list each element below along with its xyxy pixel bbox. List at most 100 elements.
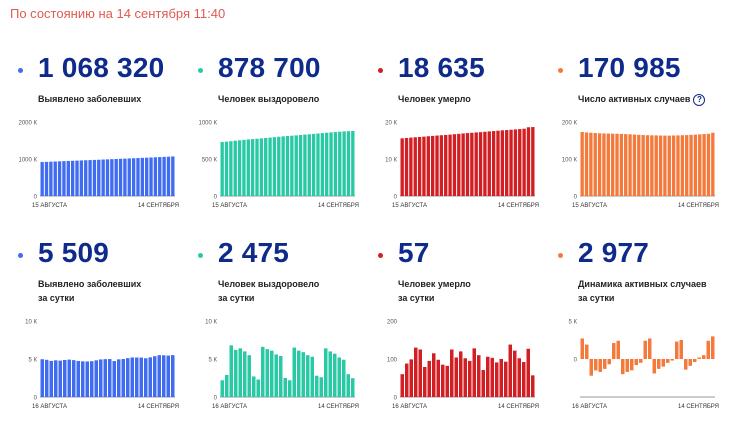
y-tick-label: 5 К <box>209 358 218 364</box>
bar <box>328 351 332 397</box>
y-tick-label: 5 К <box>569 320 578 326</box>
bar <box>661 359 665 367</box>
bar <box>307 134 311 196</box>
bar <box>153 356 157 397</box>
bar <box>680 135 685 196</box>
stat-card-active-cases: 170 985 Число активных случаев? 0 100 К 200 … <box>558 50 730 240</box>
chart-active-cases: 0 100 К 200 К 15 АВГУСТА 14 СЕНТЯБРЯ <box>562 121 719 210</box>
bar <box>63 359 67 397</box>
bar <box>338 131 342 196</box>
bar <box>70 160 75 196</box>
stat-label: Выявлено заболевших за сутки <box>38 277 141 305</box>
y-tick-label: 500 К <box>202 158 218 164</box>
bar <box>261 346 265 397</box>
chart-daily-cases: 0 5 К 10 К 16 АВГУСТА 14 СЕНТЯБРЯ <box>25 320 179 411</box>
bar <box>598 359 602 372</box>
bar <box>101 159 105 196</box>
bar <box>405 363 409 397</box>
bar <box>166 156 171 196</box>
bar <box>580 338 584 359</box>
status-date: По состоянию на 14 сентября 11:40 <box>10 6 226 21</box>
bar <box>634 359 638 366</box>
y-tick-label: 1000 К <box>198 121 217 127</box>
bar <box>162 156 166 196</box>
stat-value: 18 635 <box>398 52 485 83</box>
bar <box>496 130 500 196</box>
y-tick-label: 200 К <box>562 121 578 127</box>
bar <box>465 133 470 196</box>
bar <box>445 365 449 397</box>
stat-label: Динамика активных случаев за сутки <box>578 277 707 305</box>
stat-card-daily-deaths: 57 Человек умерло за сутки 0 100 200 16 АВГУСТ… <box>378 235 560 425</box>
bar <box>139 357 143 397</box>
bar <box>274 354 278 397</box>
bar <box>148 357 152 397</box>
bar <box>149 157 153 196</box>
legend-dot-icon <box>378 253 383 258</box>
bar <box>136 158 140 196</box>
bar <box>593 133 597 196</box>
bar <box>140 157 145 196</box>
bar <box>58 360 62 397</box>
bar <box>57 161 62 196</box>
bar <box>105 159 110 196</box>
bar <box>441 364 445 397</box>
bar <box>711 336 715 359</box>
bar <box>472 348 476 397</box>
y-tick-label: 100 <box>387 358 398 364</box>
bar <box>684 359 688 370</box>
bar <box>439 135 444 196</box>
stat-card-cumulative-deaths: 18 635 Человек умерло 0 10 К 20 К 15 АВГУСТА 1… <box>378 50 560 240</box>
bar <box>131 158 136 196</box>
chart-cumulative-deaths: 0 10 К 20 К 15 АВГУСТА 14 СЕНТЯБРЯ <box>385 121 539 210</box>
stat-label: Число активных случаев? <box>578 92 706 106</box>
bar <box>468 360 472 397</box>
bar <box>97 159 101 196</box>
bar <box>499 359 503 397</box>
bar <box>342 131 346 196</box>
bar <box>486 356 490 397</box>
bar <box>648 338 652 359</box>
bar <box>607 359 611 365</box>
bar <box>103 359 107 397</box>
bar <box>301 352 305 397</box>
stat-value: 1 068 320 <box>38 52 165 83</box>
bar <box>45 359 49 397</box>
bar <box>62 161 66 196</box>
bar <box>513 129 518 196</box>
bar <box>481 370 485 397</box>
bar <box>483 131 487 196</box>
bar <box>418 349 422 397</box>
stat-card-daily-active-change: 2 977 Динамика активных случаев за сутки 0 5… <box>558 235 730 425</box>
bar <box>166 355 170 397</box>
y-tick-label: 0 <box>574 358 578 364</box>
bar <box>54 360 58 397</box>
bar <box>246 139 250 196</box>
bar <box>306 355 310 397</box>
bar <box>430 135 435 196</box>
x-start-label: 15 АВГУСТА <box>392 203 427 209</box>
bar <box>329 132 333 196</box>
y-tick-label: 20 К <box>385 121 397 127</box>
bar <box>422 136 426 196</box>
bar <box>463 358 467 397</box>
bar <box>252 376 256 397</box>
bar <box>237 140 242 196</box>
bar <box>144 358 148 397</box>
bar <box>171 355 175 397</box>
bar <box>294 135 298 196</box>
stat-value: 5 509 <box>38 237 110 268</box>
bar <box>112 361 116 397</box>
bar <box>162 355 166 397</box>
bar <box>413 137 417 196</box>
stat-value: 2 475 <box>218 237 290 268</box>
bar <box>94 360 98 397</box>
question-icon[interactable]: ? <box>693 93 706 106</box>
bar <box>247 355 251 397</box>
x-end-label: 14 СЕНТЯБРЯ <box>138 404 179 410</box>
bar <box>234 349 238 397</box>
bar <box>220 380 224 397</box>
bar <box>283 378 287 397</box>
x-end-label: 14 СЕНТЯБРЯ <box>318 404 359 410</box>
bar <box>702 355 706 359</box>
